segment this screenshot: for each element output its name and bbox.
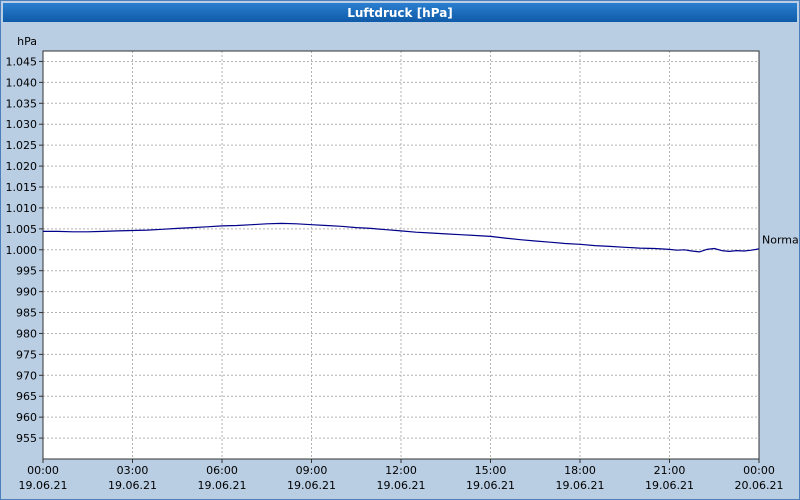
x-tick-date-label: 19.06.21: [556, 479, 605, 492]
y-tick-label: 1.035: [6, 97, 38, 110]
chart-title: Luftdruck [hPa]: [347, 5, 453, 20]
x-tick-time-label: 18:00: [564, 464, 596, 477]
y-tick-label: 955: [16, 432, 37, 445]
x-tick-time-label: 21:00: [654, 464, 686, 477]
y-tick-label: 995: [16, 265, 37, 278]
y-axis-unit-label: hPa: [17, 35, 37, 48]
y-tick-label: 1.025: [6, 139, 38, 152]
x-tick-date-label: 19.06.21: [198, 479, 247, 492]
y-tick-label: 1.005: [6, 223, 38, 236]
y-tick-label: 960: [16, 411, 37, 424]
y-tick-label: 980: [16, 327, 37, 340]
y-tick-label: 1.020: [6, 160, 38, 173]
x-tick-time-label: 03:00: [117, 464, 149, 477]
chart-titlebar: Luftdruck [hPa]: [3, 3, 797, 22]
x-tick-time-label: 15:00: [475, 464, 507, 477]
x-tick-date-label: 19.06.21: [19, 479, 68, 492]
y-tick-label: 990: [16, 286, 37, 299]
x-tick-date-label: 19.06.21: [645, 479, 694, 492]
y-tick-label: 975: [16, 348, 37, 361]
y-tick-label: 1.040: [6, 76, 38, 89]
x-tick-time-label: 09:00: [296, 464, 328, 477]
x-tick-time-label: 06:00: [206, 464, 238, 477]
x-tick-time-label: 00:00: [743, 464, 775, 477]
y-tick-label: 1.010: [6, 202, 38, 215]
normal-label: Normal: [762, 233, 800, 246]
x-tick-time-label: 00:00: [27, 464, 59, 477]
pressure-line: [43, 222, 760, 253]
x-tick-date-label: 19.06.21: [377, 479, 426, 492]
y-tick-label: 965: [16, 390, 37, 403]
x-tick-date-label: 19.06.21: [287, 479, 336, 492]
x-tick-time-label: 12:00: [385, 464, 417, 477]
x-tick-date-label: 20.06.21: [735, 479, 784, 492]
x-tick-date-label: 19.06.21: [466, 479, 515, 492]
y-tick-label: 1.000: [6, 244, 38, 257]
y-tick-label: 985: [16, 307, 37, 320]
x-tick-date-label: 19.06.21: [108, 479, 157, 492]
y-tick-label: 1.045: [6, 55, 38, 68]
y-tick-label: 1.030: [6, 118, 38, 131]
y-tick-label: 970: [16, 369, 37, 382]
y-tick-label: 1.015: [6, 181, 38, 194]
